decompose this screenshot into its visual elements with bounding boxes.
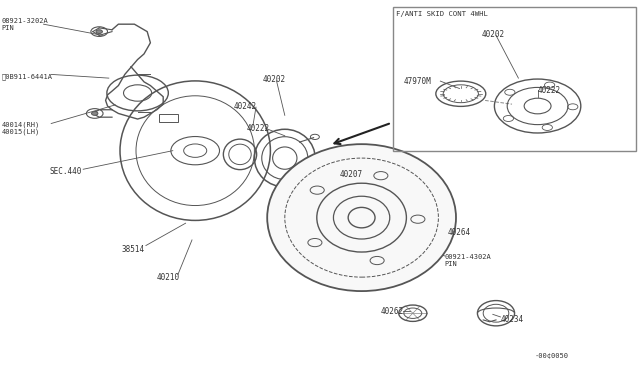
Text: F/ANTI SKID CONT 4WHL: F/ANTI SKID CONT 4WHL	[396, 11, 488, 17]
Text: 08921-3202A
PIN: 08921-3202A PIN	[1, 18, 48, 31]
Text: 40222: 40222	[246, 124, 269, 133]
Text: 40264: 40264	[448, 228, 471, 237]
Text: 40014(RH)
40015(LH): 40014(RH) 40015(LH)	[1, 121, 40, 135]
Text: 40222: 40222	[538, 86, 561, 94]
Text: 00921-4302A
PIN: 00921-4302A PIN	[445, 254, 492, 267]
Text: 40207: 40207	[339, 170, 362, 179]
Text: 40202: 40202	[481, 30, 504, 39]
Text: 47970M: 47970M	[403, 77, 431, 86]
Text: 40234: 40234	[500, 315, 524, 324]
Text: ·00¢0050: ·00¢0050	[534, 353, 568, 359]
Text: 40202: 40202	[262, 76, 285, 84]
Bar	[393, 7, 636, 151]
Bar	[159, 114, 178, 122]
Ellipse shape	[268, 144, 456, 291]
Text: 40242: 40242	[234, 102, 257, 110]
Text: ⓝ0B911-6441A: ⓝ0B911-6441A	[1, 73, 52, 80]
Text: SEC.440: SEC.440	[50, 167, 83, 176]
Circle shape	[92, 112, 98, 115]
Circle shape	[96, 30, 102, 33]
Text: 40210: 40210	[157, 273, 180, 282]
Text: 40262: 40262	[381, 307, 404, 316]
Text: 38514: 38514	[122, 245, 145, 254]
